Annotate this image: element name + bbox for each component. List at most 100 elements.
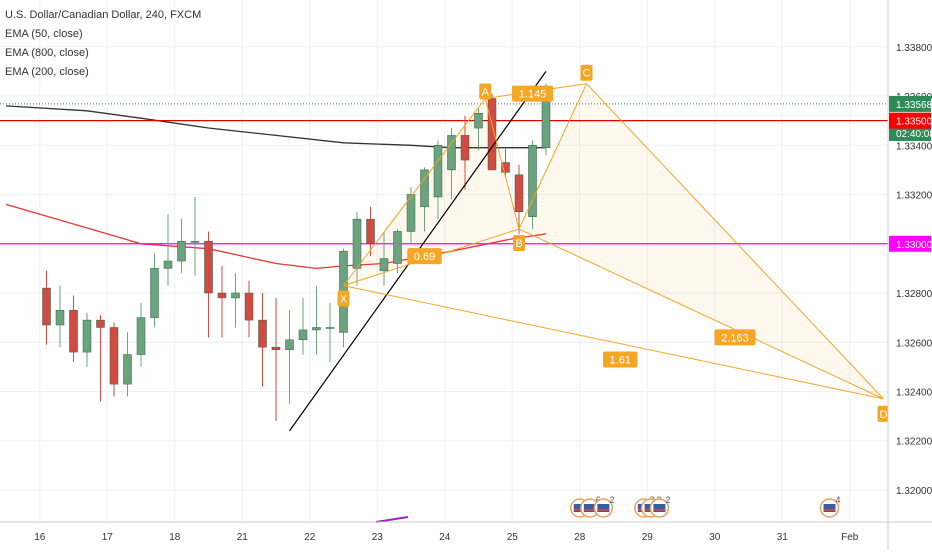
ratio-badge-3 (603, 351, 638, 368)
candle-body-29 (433, 145, 443, 198)
chart-legend: U.S. Dollar/Canadian Dollar, 240, FXCM E… (5, 6, 201, 82)
candle-body-28 (420, 169, 429, 208)
candle-body-7 (136, 317, 146, 355)
candle-body-14 (231, 292, 240, 299)
time-tick-label: 30 (709, 532, 721, 543)
candle-body-21 (325, 327, 335, 329)
pattern-point-label-c: C (583, 68, 591, 80)
price-label-0: 1.33568 (896, 100, 932, 111)
ratio-label-0: 1.145 (519, 89, 547, 101)
candle-body-11 (190, 241, 200, 243)
price-label-2: 1.33500 (896, 117, 932, 128)
pattern-diag-xd (343, 285, 884, 400)
price-axis-bg (888, 0, 932, 550)
price-tick-label: 1.33800 (896, 43, 932, 54)
pattern-point-badge-b (513, 234, 525, 251)
time-tick-label: 22 (304, 532, 316, 543)
candle-body-12 (204, 241, 213, 294)
time-tick-label: 18 (169, 532, 181, 543)
price-tick-label: 1.32200 (896, 437, 932, 448)
candle-body-19 (298, 329, 308, 341)
candle-body-15 (244, 292, 254, 321)
pattern-point-label-x: X (340, 294, 348, 306)
legend-ema-800: EMA (800, close) (5, 47, 89, 59)
legend-title: U.S. Dollar/Canadian Dollar, 240, FXCM (5, 9, 202, 21)
pattern-diag-bd (518, 228, 884, 400)
pattern-point-badge-x (337, 290, 350, 307)
candle-body-3 (82, 319, 92, 353)
price-tick-label: 1.32600 (896, 338, 932, 349)
pattern-leg-cd (586, 83, 884, 400)
time-tick-label: 31 (777, 532, 789, 543)
pattern-point-label-b: B (515, 238, 522, 250)
ratio-label-1: 0.69 (414, 251, 435, 263)
ema-line-0 (5, 203, 547, 270)
event-count-6: 4 (836, 495, 841, 505)
price-label-badge-0 (889, 95, 931, 112)
candle-body-35 (514, 174, 524, 213)
candle-body-31 (460, 135, 470, 161)
candle-body-16 (258, 319, 267, 348)
time-tick-label: 28 (574, 532, 586, 543)
legend-ema-200: EMA (200, close) (5, 66, 89, 78)
pattern-point-badge-a (479, 83, 492, 100)
pattern-fill-bcd (519, 83, 884, 399)
legend-ema-50: EMA (50, close) (5, 28, 83, 40)
event-count-5: 2 (665, 495, 670, 505)
time-tick-label: 16 (34, 532, 46, 543)
time-tick-label: 24 (439, 532, 451, 543)
time-tick-label: 29 (642, 532, 654, 543)
event-flag-6 (823, 504, 836, 512)
ratio-label-2: 2.163 (721, 332, 749, 344)
candle-body-20 (312, 327, 321, 331)
candle-body-9 (163, 260, 173, 269)
pattern-point-badge-d (877, 405, 890, 422)
event-flag-5 (653, 504, 666, 512)
price-tick-label: 1.33400 (896, 141, 932, 152)
price-label-badge-3 (889, 235, 931, 252)
price-label-3: 1.33000 (896, 240, 932, 251)
price-label-badge-2 (889, 112, 931, 129)
candle-body-26 (393, 231, 402, 264)
candle-body-1 (55, 309, 65, 326)
pattern-leg-bc (518, 83, 587, 230)
price-label-1: 02:40:08 (896, 129, 932, 140)
pattern-point-label-a: A (482, 86, 490, 98)
candle-body-17 (271, 346, 281, 350)
candle-body-25 (379, 258, 389, 272)
time-tick-label: 25 (507, 532, 519, 543)
candle-body-24 (366, 218, 375, 245)
candle-body-5 (109, 327, 119, 385)
candle-body-33 (487, 98, 497, 171)
candle-body-34 (501, 162, 510, 173)
pattern-leg-ab (484, 98, 520, 230)
candle-body-23 (352, 218, 362, 269)
candle-body-30 (447, 135, 456, 171)
ratio-badge-2 (714, 329, 756, 346)
price-label-badge-1 (889, 124, 931, 141)
pattern-leg-xa (343, 98, 486, 286)
event-count-2: 2 (609, 495, 614, 505)
time-tick-label: 17 (102, 532, 114, 543)
candle-body-10 (177, 241, 186, 262)
event-flag-0 (573, 504, 586, 512)
pattern-fill-xab (343, 98, 519, 286)
candle-body-6 (123, 354, 132, 385)
ratio-badge-1 (407, 248, 442, 265)
price-tick-label-bottom: 1.32000 (896, 486, 932, 497)
price-tick-label: 1.32400 (896, 388, 932, 399)
candle-body-36 (528, 145, 537, 217)
time-tick-label: 21 (237, 532, 249, 543)
candle-body-4 (96, 319, 105, 328)
event-flag-1 (583, 504, 596, 512)
pattern-point-badge-c (580, 64, 593, 81)
ratio-badge-0 (512, 85, 553, 102)
time-tick-label: Feb (841, 532, 859, 543)
price-tick-label: 1.33200 (896, 191, 932, 202)
candle-body-8 (150, 268, 159, 318)
event-flag-2 (597, 504, 610, 512)
ratio-label-3: 1.61 (610, 354, 631, 366)
candle-body-18 (285, 339, 294, 350)
